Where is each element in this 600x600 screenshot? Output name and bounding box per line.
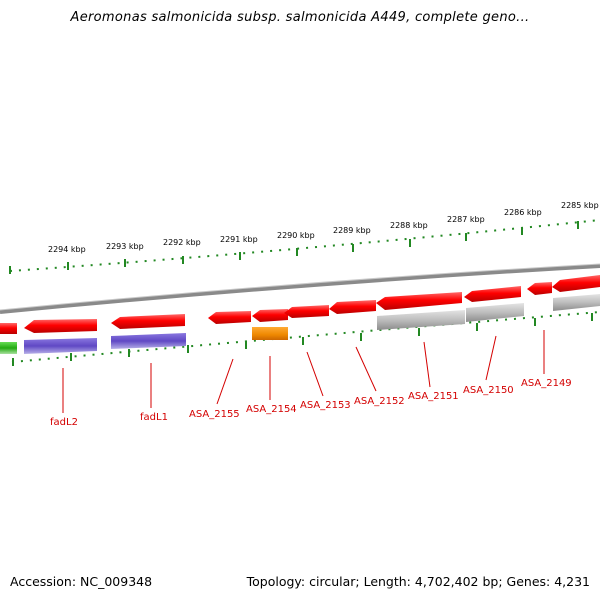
kbp-label: 2293 kbp <box>106 242 144 251</box>
gene-arrow[interactable] <box>527 282 552 295</box>
kbp-label: 2291 kbp <box>220 235 258 244</box>
feature-grey[interactable] <box>377 310 465 330</box>
genome-backbone <box>0 264 600 314</box>
genome-title: Aeromonas salmonicida subsp. salmonicida… <box>70 10 530 25</box>
feature-green[interactable] <box>0 342 17 354</box>
gene-arrow[interactable] <box>208 311 251 324</box>
feature-orange[interactable] <box>252 327 288 340</box>
gene-arrow[interactable] <box>329 300 376 314</box>
gene-label-asa-2150[interactable]: ASA_2150 <box>463 385 514 396</box>
kbp-label: 2286 kbp <box>504 208 542 217</box>
feature-track <box>0 294 600 354</box>
gene-label-asa-2155[interactable]: ASA_2155 <box>189 409 240 420</box>
gene-arrow[interactable] <box>111 314 185 329</box>
kbp-label: 2294 kbp <box>48 245 86 254</box>
feature-grey[interactable] <box>466 303 524 322</box>
kbp-label: 2289 kbp <box>333 226 371 235</box>
gene-label-asa-2154[interactable]: ASA_2154 <box>246 404 297 415</box>
gene-labels: fadL2 fadL1 ASA_2155 ASA_2154 ASA_2153 A… <box>50 378 572 428</box>
gene-label-asa-2153[interactable]: ASA_2153 <box>300 400 351 411</box>
topology-text: Topology: circular; Length: 4,702,402 bp… <box>246 574 590 589</box>
gene-arrow[interactable] <box>552 275 600 292</box>
feature-blue[interactable] <box>24 338 97 354</box>
accession-text: Accession: NC_009348 <box>10 574 153 589</box>
feature-blue[interactable] <box>111 333 186 349</box>
kbp-label: 2292 kbp <box>163 238 201 247</box>
outer-tick-ruler <box>9 219 600 272</box>
gene-arrow[interactable] <box>464 286 521 302</box>
gene-label-asa-2151[interactable]: ASA_2151 <box>408 391 459 402</box>
gene-arrow[interactable] <box>252 309 288 322</box>
inner-tick-ruler <box>11 311 600 363</box>
gene-label-fadl1[interactable]: fadL1 <box>140 412 168 423</box>
kbp-scale-labels: 2294 kbp 2293 kbp 2292 kbp 2291 kbp 2290… <box>48 201 599 254</box>
gene-arrow[interactable] <box>376 292 462 310</box>
gene-arrow[interactable] <box>0 323 17 334</box>
gene-label-fadl2[interactable]: fadL2 <box>50 417 78 428</box>
gene-arrow[interactable] <box>24 319 97 333</box>
genome-backbone-shine <box>0 263 600 311</box>
kbp-label: 2288 kbp <box>390 221 428 230</box>
kbp-label: 2287 kbp <box>447 215 485 224</box>
feature-grey[interactable] <box>553 294 600 311</box>
inner-major-ticks <box>12 313 593 366</box>
gene-label-asa-2149[interactable]: ASA_2149 <box>521 378 572 389</box>
outer-major-ticks <box>9 221 579 274</box>
label-leaders <box>62 330 545 413</box>
gene-arrow[interactable] <box>284 305 329 318</box>
kbp-label: 2290 kbp <box>277 231 315 240</box>
gene-label-asa-2152[interactable]: ASA_2152 <box>354 396 405 407</box>
gene-track <box>0 275 600 334</box>
kbp-label: 2285 kbp <box>561 201 599 210</box>
